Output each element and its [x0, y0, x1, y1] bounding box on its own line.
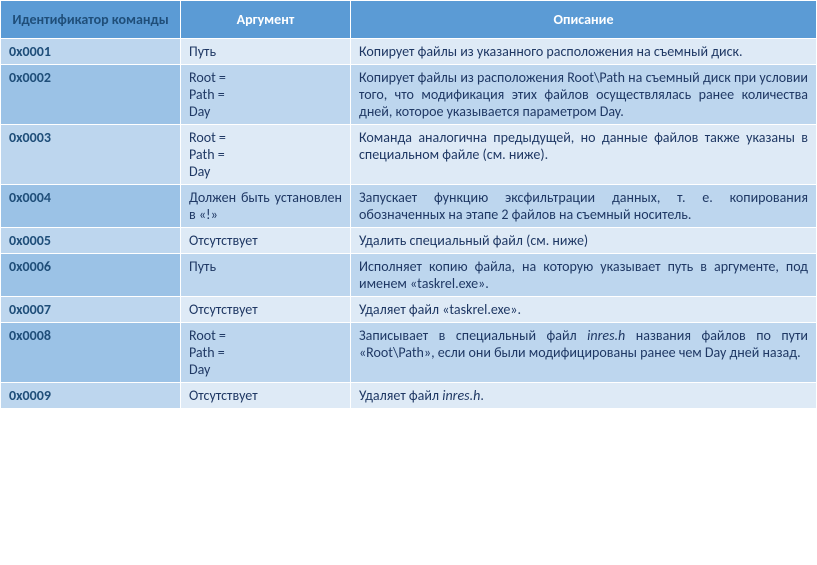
cell-id: 0x0004: [1, 185, 181, 228]
cell-desc: Удалить специальный файл (см. ниже): [351, 228, 817, 254]
cell-arg: Отсутствует: [181, 228, 351, 254]
commands-table: Идентификатор команды Аргумент Описание …: [0, 0, 817, 409]
table-row: 0x0006ПутьИсполняет копию файла, на кото…: [1, 254, 817, 297]
cell-desc: Удаляет файл «taskrel.exe».: [351, 297, 817, 323]
cell-arg: Root =Path =Day: [181, 323, 351, 383]
cell-id: 0x0006: [1, 254, 181, 297]
cell-desc: Команда аналогична предыдущей, но данные…: [351, 125, 817, 185]
table-row: 0x0007ОтсутствуетУдаляет файл «taskrel.e…: [1, 297, 817, 323]
cell-id: 0x0002: [1, 65, 181, 125]
cell-id: 0x0007: [1, 297, 181, 323]
cell-id: 0x0009: [1, 383, 181, 409]
cell-desc: Запускает функцию эксфильтрации данных, …: [351, 185, 817, 228]
cell-desc: Записывает в специальный файл inres.h на…: [351, 323, 817, 383]
cell-id: 0x0005: [1, 228, 181, 254]
cell-arg: Путь: [181, 254, 351, 297]
cell-arg: Root =Path =Day: [181, 65, 351, 125]
cell-arg: Отсутствует: [181, 383, 351, 409]
cell-desc: Исполняет копию файла, на которую указыв…: [351, 254, 817, 297]
cell-arg: Должен быть установлен в «!»: [181, 185, 351, 228]
header-arg: Аргумент: [181, 1, 351, 39]
cell-arg: Root =Path =Day: [181, 125, 351, 185]
cell-desc: Копирует файлы из указанного расположени…: [351, 39, 817, 65]
header-id: Идентификатор команды: [1, 1, 181, 39]
cell-desc: Копирует файлы из расположения Root\Path…: [351, 65, 817, 125]
table-row: 0x0004Должен быть установлен в «!»Запуск…: [1, 185, 817, 228]
cell-id: 0x0001: [1, 39, 181, 65]
cell-id: 0x0003: [1, 125, 181, 185]
cell-arg: Путь: [181, 39, 351, 65]
cell-arg: Отсутствует: [181, 297, 351, 323]
table-row: 0x0001ПутьКопирует файлы из указанного р…: [1, 39, 817, 65]
cell-desc: Удаляет файл inres.h.: [351, 383, 817, 409]
table-row: 0x0003Root =Path =DayКоманда аналогична …: [1, 125, 817, 185]
table-header-row: Идентификатор команды Аргумент Описание: [1, 1, 817, 39]
cell-id: 0x0008: [1, 323, 181, 383]
table-row: 0x0005ОтсутствуетУдалить специальный фай…: [1, 228, 817, 254]
header-desc: Описание: [351, 1, 817, 39]
table-row: 0x0009ОтсутствуетУдаляет файл inres.h.: [1, 383, 817, 409]
table-row: 0x0008Root =Path =DayЗаписывает в специа…: [1, 323, 817, 383]
table-row: 0x0002Root =Path =DayКопирует файлы из р…: [1, 65, 817, 125]
